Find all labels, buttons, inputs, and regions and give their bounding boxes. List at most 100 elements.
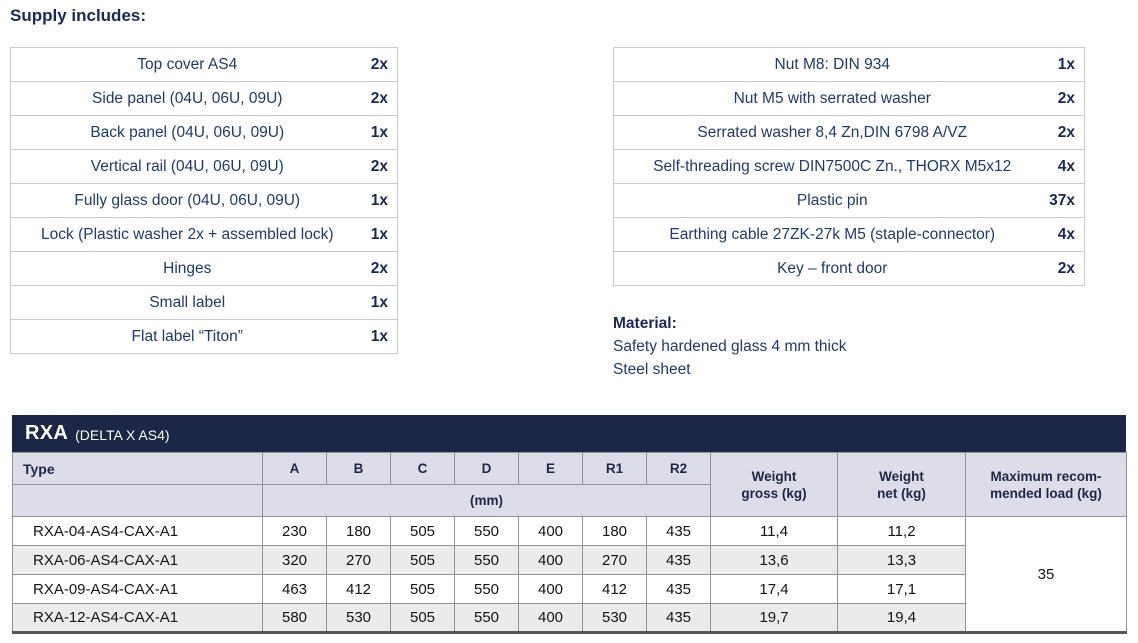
cell-weight-gross: 11,4: [710, 516, 838, 546]
rxa-spec-table-section: RXA (DELTA X AS4) Type A B C D E R1 R2 W…: [12, 415, 1127, 634]
cell-r2: 435: [646, 603, 711, 633]
table-row: RXA-09-AS4-CAX-A1 463 412 505 550 400 41…: [12, 574, 1127, 604]
col-header-d: D: [454, 452, 519, 485]
cell-a: 320: [262, 545, 327, 575]
material-line: Safety hardened glass 4 mm thick: [613, 338, 847, 355]
supply-item-name: Top cover AS4: [137, 55, 238, 73]
col-header-max-load: Maximum recom- mended load (kg): [965, 452, 1127, 517]
col-header-weight-net: Weight net (kg): [837, 452, 966, 517]
supply-item-qty: 2x: [359, 251, 398, 286]
supply-item-qty: 1x: [359, 285, 398, 320]
cell-weight-gross: 19,7: [710, 603, 838, 633]
rxa-dimensions-table: Type A B C D E R1 R2 Weight gross (kg) W…: [12, 452, 1127, 634]
cell-weight-net: 19,4: [837, 603, 966, 633]
rxa-table-header-bar: RXA (DELTA X AS4): [12, 415, 1126, 452]
cell-d: 550: [454, 603, 519, 633]
cell-max-load: 35: [965, 516, 1127, 633]
supply-item-qty: 4x: [1046, 149, 1085, 184]
supply-item-qty: 4x: [1046, 217, 1085, 252]
supply-item-name: Serrated washer 8,4 Zn,DIN 6798 A/VZ: [613, 115, 1047, 150]
supply-item-name: Self-threading screw DIN7500C Zn., THORX…: [613, 149, 1047, 184]
cell-type: RXA-12-AS4-CAX-A1: [12, 603, 263, 633]
supply-item-qty: 2x: [1046, 115, 1085, 150]
supply-item-qty: 1x: [359, 319, 398, 354]
supply-item-qty: 1x: [359, 183, 398, 218]
cell-weight-net: 17,1: [837, 574, 966, 604]
col-header-c: C: [390, 452, 455, 485]
supply-item-row: Plastic pin 37x: [613, 183, 1085, 218]
cell-c: 505: [390, 603, 455, 633]
supply-item-qty: 2x: [1046, 251, 1085, 286]
supply-item-row: Serrated washer 8,4 Zn,DIN 6798 A/VZ 2x: [613, 115, 1085, 150]
supply-item-row: Back panel (04U, 06U, 09U) 1x: [10, 115, 398, 150]
supply-item-row: Fully glass door (04U, 06U, 09U) 1x: [10, 183, 398, 218]
supply-item-name: Small label: [10, 285, 360, 320]
rxa-series-title: RXA: [25, 422, 69, 444]
cell-type: RXA-04-AS4-CAX-A1: [12, 516, 263, 546]
cell-b: 412: [326, 574, 391, 604]
supply-item-row: Earthing cable 27ZK-27k M5 (staple-conne…: [613, 217, 1085, 252]
supply-item-qty: 2x: [359, 81, 398, 116]
supply-item-row: Hinges 2x: [10, 251, 398, 286]
supply-item-qty: 1x: [359, 115, 398, 150]
table-row: RXA-06-AS4-CAX-A1 320 270 505 550 400 27…: [12, 545, 1127, 575]
cell-r1: 530: [582, 603, 647, 633]
table-row: RXA-04-AS4-CAX-A1 230 180 505 550 400 18…: [12, 516, 1127, 633]
supply-item-row: Lock (Plastic washer 2x + assembled lock…: [10, 217, 398, 252]
supply-item-row: Key – front door 2x: [613, 251, 1085, 286]
cell-d: 550: [454, 516, 519, 546]
supply-item-name: Nut M5 with serrated washer: [613, 81, 1047, 116]
col-header-e: E: [518, 452, 583, 485]
cell-weight-net: 13,3: [837, 545, 966, 575]
supply-item-name: Vertical rail (04U, 06U, 09U): [10, 149, 360, 184]
column-header-row: Type A B C D E R1 R2 Weight gross (kg) W…: [12, 452, 1127, 517]
cell-e: 400: [518, 574, 583, 604]
col-header-r1: R1: [582, 452, 647, 485]
cell-b: 530: [326, 603, 391, 633]
supply-item-row: Nut M8: DIN 934 1x: [614, 48, 1085, 82]
cell-a: 230: [262, 516, 327, 546]
mm-unit-label: (mm): [262, 484, 711, 517]
cell-a: 580: [262, 603, 327, 633]
supply-item-qty: 1x: [1057, 55, 1075, 73]
supply-item-name: Nut M8: DIN 934: [774, 55, 890, 73]
rxa-series-subtitle: (DELTA X AS4): [75, 426, 170, 443]
page-title: Supply includes:: [10, 6, 147, 25]
supply-item-name: Plastic pin: [613, 183, 1047, 218]
supply-item-name: Lock (Plastic washer 2x + assembled lock…: [10, 217, 360, 252]
supply-item-row: Side panel (04U, 06U, 09U) 2x: [10, 81, 398, 116]
cell-r1: 180: [582, 516, 647, 546]
supply-item-name: Fully glass door (04U, 06U, 09U): [10, 183, 360, 218]
col-header-weight-gross: Weight gross (kg): [710, 452, 838, 517]
cell-d: 550: [454, 545, 519, 575]
cell-e: 400: [518, 545, 583, 575]
cell-weight-net: 11,2: [837, 516, 966, 546]
cell-e: 400: [518, 603, 583, 633]
supply-item-row: Top cover AS4 2x: [11, 48, 398, 82]
cell-r1: 270: [582, 545, 647, 575]
cell-weight-gross: 13,6: [710, 545, 838, 575]
supply-item-name: Hinges: [10, 251, 360, 286]
supply-item-qty: 37x: [1046, 183, 1085, 218]
supply-item-row: Nut M5 with serrated washer 2x: [613, 81, 1085, 116]
supply-item-row: Self-threading screw DIN7500C Zn., THORX…: [613, 149, 1085, 184]
supply-left-table: Top cover AS4 2x Side panel (04U, 06U, 0…: [10, 47, 398, 354]
cell-r2: 435: [646, 545, 711, 575]
table-row: RXA-12-AS4-CAX-A1 580 530 505 550 400 53…: [12, 603, 1127, 633]
material-heading: Material:: [613, 315, 677, 332]
supply-item-qty: 2x: [1046, 81, 1085, 116]
cell-e: 400: [518, 516, 583, 546]
cell-c: 505: [390, 545, 455, 575]
supply-item-qty: 2x: [370, 55, 388, 73]
cell-d: 550: [454, 574, 519, 604]
cell-type: RXA-06-AS4-CAX-A1: [12, 545, 263, 575]
cell-type: RXA-09-AS4-CAX-A1: [12, 574, 263, 604]
material-line: Steel sheet: [613, 361, 691, 378]
cell-weight-gross: 17,4: [710, 574, 838, 604]
cell-c: 505: [390, 516, 455, 546]
supply-item-qty: 2x: [359, 149, 398, 184]
supply-item-qty: 1x: [359, 217, 398, 252]
col-header-r2: R2: [646, 452, 711, 485]
col-header-b: B: [326, 452, 391, 485]
cell-r2: 435: [646, 574, 711, 604]
